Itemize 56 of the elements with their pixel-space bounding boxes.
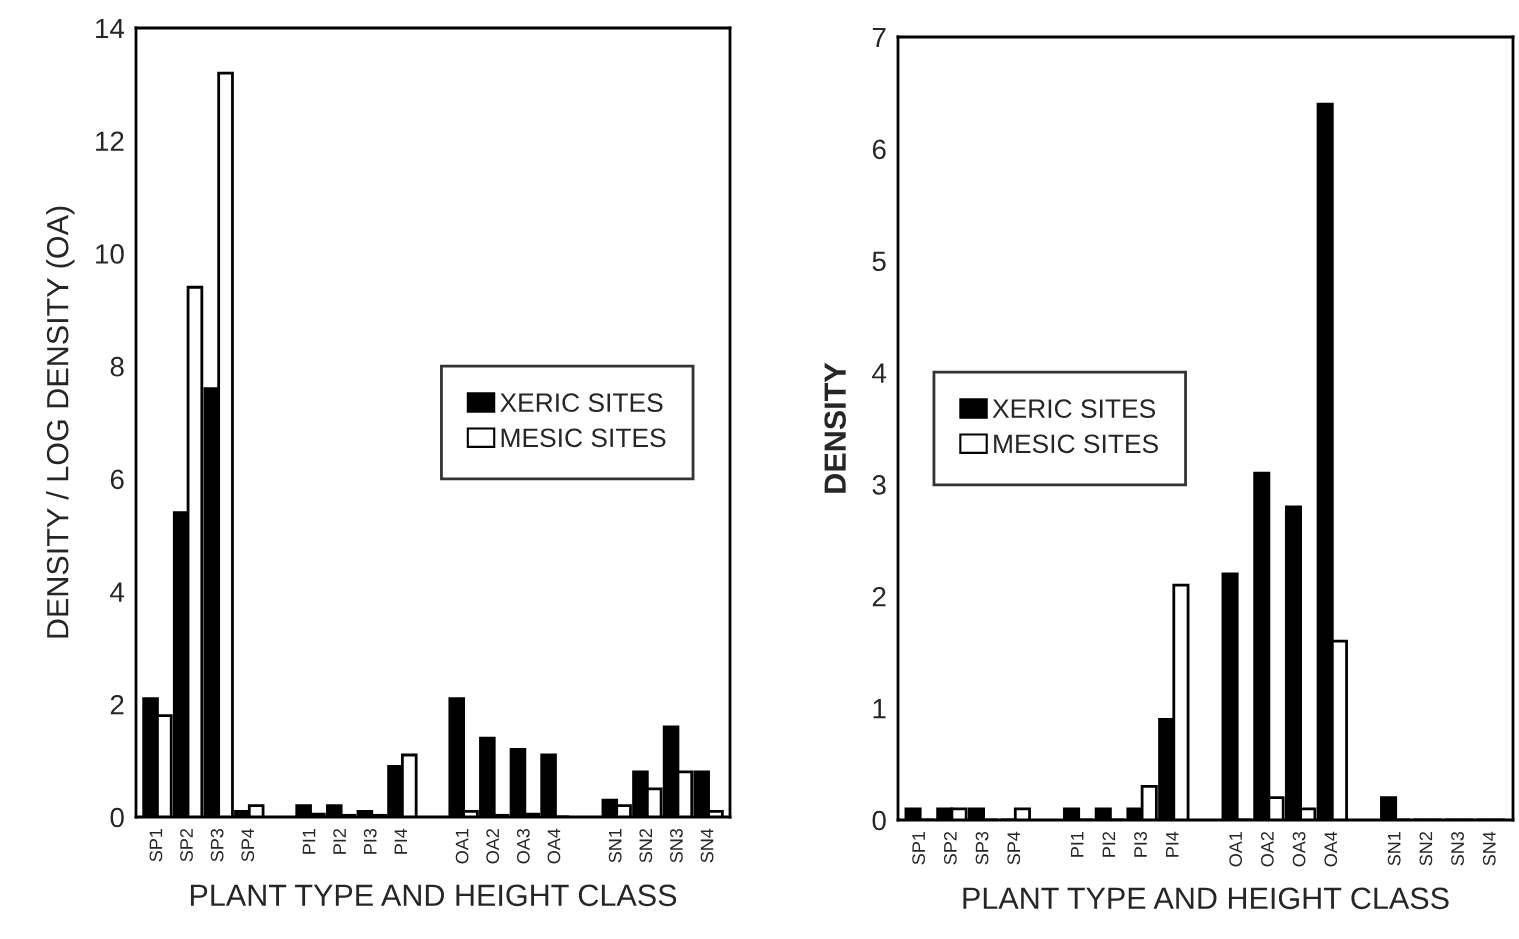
x-tick-label: SP2	[943, 832, 957, 865]
x-tick-label: PI3	[363, 828, 377, 854]
x-tick-label: SP4	[241, 828, 255, 862]
y-tick-label: 10	[96, 244, 124, 264]
legend-label: MESIC SITES	[501, 428, 666, 448]
x-tick-label: PI2	[1102, 832, 1116, 857]
x-tick-label: SP4	[1007, 831, 1021, 865]
y-tick-label: 6	[872, 139, 886, 160]
y-tick-label: 0	[110, 807, 124, 828]
x-tick-label: PI1	[1070, 831, 1084, 857]
x-tick-label: SN3	[670, 828, 683, 863]
x-tick-label: OA2	[486, 829, 500, 864]
x-tick-label: SN1	[1387, 831, 1401, 866]
x-tick-label: OA3	[516, 828, 530, 864]
x-tick-label: PI4	[394, 828, 408, 854]
legend-label: XERIC SITES	[992, 399, 1156, 419]
x-axis-title: PLANT TYPE AND HEIGHT CLASS	[963, 887, 1449, 910]
x-tick-label: SP3	[210, 828, 224, 862]
y-tick-label: 14	[96, 18, 125, 39]
x-tick-label: SP2	[180, 829, 193, 862]
x-tick-label: SN1	[608, 828, 622, 863]
x-tick-label: OA4	[547, 828, 561, 864]
x-tick-label: SP1	[149, 828, 163, 862]
y-axis-title: DENSITY	[824, 362, 846, 493]
y-tick-label: 0	[872, 810, 886, 831]
y-tick-label: 8	[110, 356, 124, 377]
legend-label: XERIC SITES	[500, 393, 663, 413]
x-tick-label: PI4	[1166, 831, 1179, 857]
y-tick-label: 2	[872, 586, 886, 607]
y-tick-label: 3	[872, 475, 886, 495]
x-tick-label: SP1	[912, 831, 926, 865]
x-tick-label: PI2	[333, 829, 346, 854]
legend-label: MESIC SITES	[994, 434, 1158, 454]
x-tick-label: SP3	[975, 831, 989, 865]
x-axis-title: PLANT TYPE AND HEIGHT CLASS	[190, 884, 677, 907]
x-tick-label: SN2	[639, 829, 653, 863]
x-tick-label: PI3	[1134, 831, 1147, 857]
y-tick-label: 4	[872, 363, 887, 383]
y-tick-label: 1	[873, 699, 886, 719]
x-tick-label: OA1	[455, 828, 469, 864]
x-tick-label: OA2	[1260, 832, 1274, 867]
x-tick-label: OA4	[1324, 831, 1338, 867]
x-tick-label: SN3	[1451, 831, 1464, 866]
x-tick-label: SN2	[1419, 832, 1433, 866]
x-tick-label: SN4	[1482, 831, 1496, 866]
y-tick-label: 12	[96, 131, 124, 151]
y-tick-label: 7	[872, 27, 886, 48]
y-axis-title: DENSITY / LOG DENSITY (OA)	[46, 206, 75, 638]
x-tick-label: SN4	[700, 828, 714, 863]
x-tick-label: OA1	[1229, 831, 1243, 867]
y-tick-label: 6	[110, 469, 124, 490]
y-tick-label: 5	[872, 251, 886, 272]
x-tick-label: PI1	[302, 828, 316, 854]
x-tick-label: OA3	[1292, 831, 1306, 867]
y-tick-label: 2	[110, 694, 124, 715]
y-tick-label: 4	[110, 582, 125, 602]
